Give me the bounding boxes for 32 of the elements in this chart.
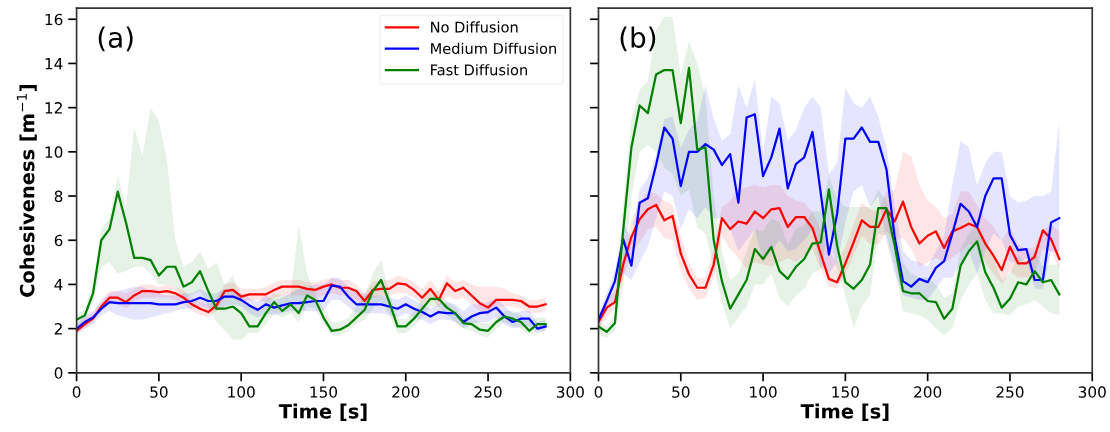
legend-label: Medium Diffusion	[431, 42, 556, 55]
annotation: (a)	[98, 26, 133, 52]
line-series	[76, 190, 547, 332]
x-tick-label: 0	[594, 386, 603, 398]
x-tick-label: 200	[914, 386, 942, 398]
x-tick-label: 100	[750, 386, 777, 398]
annotation: (b)	[620, 26, 656, 52]
y-tick-label: 10	[45, 146, 63, 158]
x-tick-label: 150	[310, 386, 338, 398]
y-tick-label: 0	[54, 367, 63, 379]
x-tick-label: 50	[150, 386, 168, 398]
y-axis-title: Cohesiveness [m$^{−1}$]	[16, 84, 37, 297]
x-axis-title: Time [s]	[278, 403, 367, 421]
x-tick-label: 150	[832, 386, 859, 398]
x-tick-label: 200	[392, 386, 420, 398]
x-tick-label: 300	[556, 386, 584, 398]
x-axis-title: Time [s]	[800, 403, 889, 421]
x-tick-label: 50	[672, 386, 690, 398]
y-tick-label: 6	[54, 234, 63, 247]
y-tick-label: 2	[54, 323, 62, 335]
legend-label: No Diffusion	[431, 21, 518, 33]
x-tick-label: 300	[1078, 386, 1106, 398]
x-tick-label: 250	[474, 386, 502, 398]
y-tick-label: 4	[54, 279, 63, 291]
x-tick-label: 250	[996, 386, 1024, 398]
x-tick-label: 100	[228, 386, 255, 398]
legend-label: Fast Diffusion	[431, 64, 527, 76]
y-tick-label: 14	[45, 58, 63, 70]
x-tick-label: 0	[72, 386, 81, 398]
y-tick-label: 12	[45, 102, 62, 114]
y-tick-label: 8	[54, 190, 63, 203]
y-tick-label: 16	[45, 13, 63, 26]
